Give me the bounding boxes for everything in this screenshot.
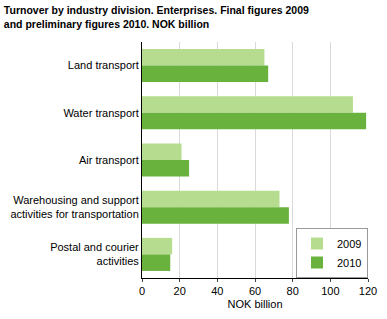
svg-text:2009: 2009 [337, 238, 361, 250]
svg-text:Air transport: Air transport [79, 154, 139, 166]
svg-text:Turnover by industry division.: Turnover by industry division. Enterpris… [4, 4, 309, 30]
svg-text:0: 0 [139, 285, 145, 297]
svg-text:2010: 2010 [337, 257, 361, 269]
svg-text:Postal and courieractivities: Postal and courieractivities [50, 241, 139, 267]
svg-text:100: 100 [321, 285, 339, 297]
svg-text:120: 120 [359, 285, 377, 297]
svg-text:Land transport: Land transport [68, 59, 139, 71]
svg-text:Warehousing and supportactivit: Warehousing and supportactivities for tr… [10, 194, 138, 220]
svg-text:80: 80 [287, 285, 299, 297]
svg-text:60: 60 [249, 285, 261, 297]
svg-text:40: 40 [211, 285, 223, 297]
svg-text:Water transport: Water transport [63, 107, 138, 119]
svg-text:NOK billion: NOK billion [227, 298, 282, 310]
svg-text:20: 20 [174, 285, 186, 297]
